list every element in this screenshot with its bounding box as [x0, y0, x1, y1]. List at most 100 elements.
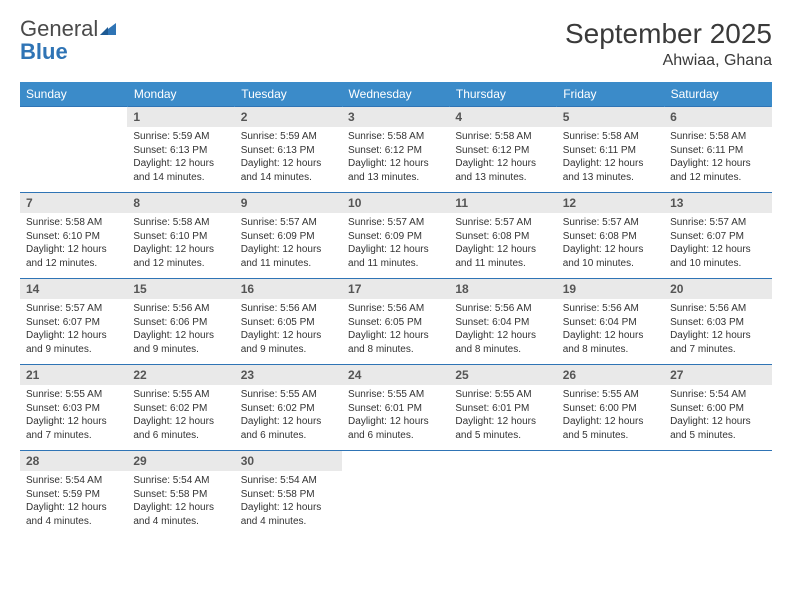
day-line: Daylight: 12 hours	[348, 415, 443, 429]
day-line: Sunrise: 5:58 AM	[563, 130, 658, 144]
day-cell: 27Sunrise: 5:54 AMSunset: 6:00 PMDayligh…	[664, 365, 771, 451]
month-title: September 2025	[565, 18, 772, 50]
day-line: and 13 minutes.	[455, 171, 550, 185]
day-line: Daylight: 12 hours	[26, 329, 121, 343]
day-number	[20, 107, 127, 127]
day-line: Daylight: 12 hours	[26, 415, 121, 429]
day-line: Sunset: 6:11 PM	[563, 144, 658, 158]
day-line: and 4 minutes.	[133, 515, 228, 529]
day-number: 28	[20, 451, 127, 471]
day-body: Sunrise: 5:58 AMSunset: 6:12 PMDaylight:…	[342, 127, 449, 192]
day-line: and 12 minutes.	[670, 171, 765, 185]
day-line: Sunset: 5:58 PM	[133, 488, 228, 502]
day-line: Sunset: 6:04 PM	[455, 316, 550, 330]
day-cell: 29Sunrise: 5:54 AMSunset: 5:58 PMDayligh…	[127, 451, 234, 537]
day-number: 27	[664, 365, 771, 385]
day-line: Daylight: 12 hours	[26, 501, 121, 515]
day-number: 10	[342, 193, 449, 213]
day-number: 29	[127, 451, 234, 471]
day-line: Sunset: 6:09 PM	[348, 230, 443, 244]
day-line: Daylight: 12 hours	[670, 157, 765, 171]
day-line: Sunrise: 5:56 AM	[563, 302, 658, 316]
day-line: Sunrise: 5:57 AM	[241, 216, 336, 230]
brand-word2: Blue	[20, 39, 68, 64]
day-number: 22	[127, 365, 234, 385]
day-number: 25	[449, 365, 556, 385]
day-line: Sunrise: 5:59 AM	[133, 130, 228, 144]
day-line: Sunrise: 5:57 AM	[26, 302, 121, 316]
day-line: Daylight: 12 hours	[26, 243, 121, 257]
day-body	[664, 471, 771, 525]
day-body: Sunrise: 5:55 AMSunset: 6:02 PMDaylight:…	[127, 385, 234, 450]
day-number: 18	[449, 279, 556, 299]
day-cell: 15Sunrise: 5:56 AMSunset: 6:06 PMDayligh…	[127, 279, 234, 365]
week-row: 21Sunrise: 5:55 AMSunset: 6:03 PMDayligh…	[20, 365, 772, 451]
day-cell: 10Sunrise: 5:57 AMSunset: 6:09 PMDayligh…	[342, 193, 449, 279]
day-line: Sunrise: 5:54 AM	[670, 388, 765, 402]
day-line: Sunrise: 5:55 AM	[348, 388, 443, 402]
day-line: Daylight: 12 hours	[241, 157, 336, 171]
day-line: and 4 minutes.	[26, 515, 121, 529]
day-line: Sunrise: 5:57 AM	[563, 216, 658, 230]
day-cell: 7Sunrise: 5:58 AMSunset: 6:10 PMDaylight…	[20, 193, 127, 279]
day-number: 23	[235, 365, 342, 385]
day-number: 9	[235, 193, 342, 213]
day-cell: 25Sunrise: 5:55 AMSunset: 6:01 PMDayligh…	[449, 365, 556, 451]
brand-text: General Blue	[20, 18, 118, 63]
day-line: and 12 minutes.	[26, 257, 121, 271]
day-line: and 9 minutes.	[133, 343, 228, 357]
day-line: Daylight: 12 hours	[670, 415, 765, 429]
day-cell: 26Sunrise: 5:55 AMSunset: 6:00 PMDayligh…	[557, 365, 664, 451]
day-line: Daylight: 12 hours	[563, 415, 658, 429]
week-row: 28Sunrise: 5:54 AMSunset: 5:59 PMDayligh…	[20, 451, 772, 537]
day-line: Sunrise: 5:59 AM	[241, 130, 336, 144]
day-line: Daylight: 12 hours	[455, 157, 550, 171]
day-line: Sunrise: 5:54 AM	[241, 474, 336, 488]
day-body: Sunrise: 5:54 AMSunset: 5:59 PMDaylight:…	[20, 471, 127, 536]
day-line: Daylight: 12 hours	[133, 329, 228, 343]
day-line: and 6 minutes.	[241, 429, 336, 443]
day-number: 19	[557, 279, 664, 299]
day-line: and 13 minutes.	[348, 171, 443, 185]
day-body: Sunrise: 5:57 AMSunset: 6:08 PMDaylight:…	[557, 213, 664, 278]
day-cell: 3Sunrise: 5:58 AMSunset: 6:12 PMDaylight…	[342, 107, 449, 193]
day-number: 8	[127, 193, 234, 213]
sail-icon	[98, 19, 118, 41]
day-number: 17	[342, 279, 449, 299]
day-number: 1	[127, 107, 234, 127]
day-number: 21	[20, 365, 127, 385]
day-line: Sunset: 6:03 PM	[670, 316, 765, 330]
day-cell: 1Sunrise: 5:59 AMSunset: 6:13 PMDaylight…	[127, 107, 234, 193]
day-body	[342, 471, 449, 525]
dayhead-mon: Monday	[127, 82, 234, 107]
page-header: General Blue September 2025 Ahwiaa, Ghan…	[20, 18, 772, 70]
day-cell: 8Sunrise: 5:58 AMSunset: 6:10 PMDaylight…	[127, 193, 234, 279]
day-line: Daylight: 12 hours	[455, 415, 550, 429]
day-line: Sunset: 6:03 PM	[26, 402, 121, 416]
day-line: Daylight: 12 hours	[241, 501, 336, 515]
dayhead-fri: Friday	[557, 82, 664, 107]
day-cell: 21Sunrise: 5:55 AMSunset: 6:03 PMDayligh…	[20, 365, 127, 451]
day-body: Sunrise: 5:54 AMSunset: 5:58 PMDaylight:…	[235, 471, 342, 536]
day-number: 15	[127, 279, 234, 299]
day-line: Sunrise: 5:54 AM	[26, 474, 121, 488]
day-line: and 10 minutes.	[563, 257, 658, 271]
day-body: Sunrise: 5:56 AMSunset: 6:04 PMDaylight:…	[449, 299, 556, 364]
day-line: Sunset: 6:02 PM	[133, 402, 228, 416]
day-cell: 28Sunrise: 5:54 AMSunset: 5:59 PMDayligh…	[20, 451, 127, 537]
day-line: Daylight: 12 hours	[563, 157, 658, 171]
day-line: Sunset: 6:07 PM	[26, 316, 121, 330]
day-number: 12	[557, 193, 664, 213]
day-line: Sunset: 6:04 PM	[563, 316, 658, 330]
dayhead-thu: Thursday	[449, 82, 556, 107]
day-number: 16	[235, 279, 342, 299]
day-number	[557, 451, 664, 471]
calendar-page: General Blue September 2025 Ahwiaa, Ghan…	[0, 0, 792, 536]
day-cell: 14Sunrise: 5:57 AMSunset: 6:07 PMDayligh…	[20, 279, 127, 365]
day-cell	[664, 451, 771, 537]
day-body: Sunrise: 5:57 AMSunset: 6:07 PMDaylight:…	[664, 213, 771, 278]
day-number: 5	[557, 107, 664, 127]
day-cell: 17Sunrise: 5:56 AMSunset: 6:05 PMDayligh…	[342, 279, 449, 365]
day-line: Daylight: 12 hours	[241, 329, 336, 343]
brand-word1: General	[20, 16, 98, 41]
